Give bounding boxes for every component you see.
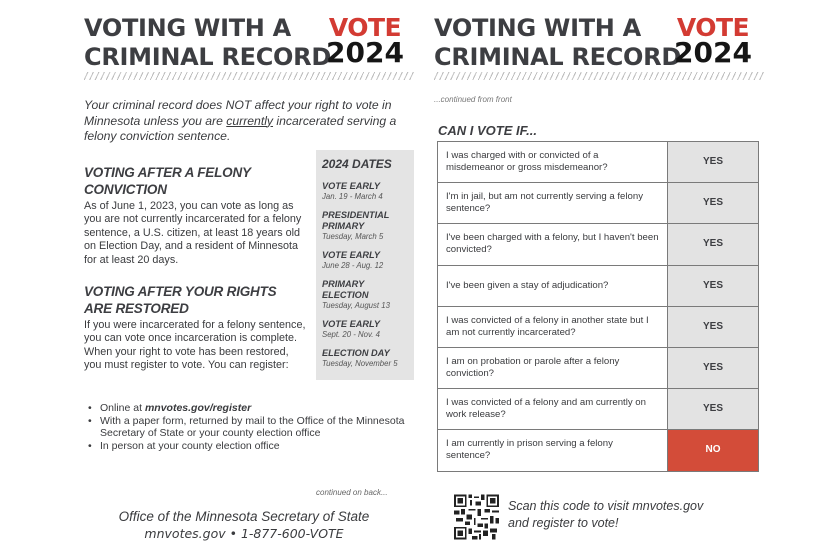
table-row: I am currently in prison serving a felon… — [437, 429, 759, 472]
vote-2024-logo: VOTE 2024 — [322, 14, 408, 70]
section-heading-restored: VOTING AFTER YOUR RIGHTS ARE RESTORED — [84, 283, 309, 317]
office-contact: mnvotes.gov • 1-877-600-VOTE — [144, 526, 344, 541]
date-label: PRESIDENTIAL PRIMARY — [322, 210, 390, 231]
table-row: I've been given a stay of adjudication? Y… — [437, 264, 759, 307]
intro-underlined: currently — [226, 113, 274, 128]
qr-code-icon[interactable] — [454, 494, 499, 540]
table-row: I was convicted of a felony in another s… — [437, 305, 759, 348]
section-body-restored: If you were incarcerated for a felony se… — [84, 319, 306, 372]
bullet-text: Online at — [100, 402, 145, 414]
date-value: Sept. 20 - Nov. 4 — [322, 330, 380, 339]
answer-cell: YES — [667, 346, 759, 390]
title-line-1: VOTING WITH A — [434, 14, 641, 42]
question-cell: I was convicted of a felony and am curre… — [437, 388, 668, 431]
heading-line: VOTING AFTER A FELONY — [84, 165, 251, 180]
scan-line-2: and register to vote! — [508, 516, 619, 530]
logo-year: 2024 — [326, 36, 404, 69]
date-item: VOTE EARLY Jan. 19 - March 4 — [322, 181, 408, 202]
date-value: Tuesday, November 5 — [322, 359, 398, 368]
heading-line: VOTING AFTER YOUR RIGHTS — [84, 284, 277, 299]
intro-before: Your criminal record does NOT affect you… — [84, 98, 392, 128]
office-name: Office of the Minnesota Secretary of Sta… — [118, 509, 370, 524]
date-label: VOTE EARLY — [322, 181, 381, 191]
date-value: Tuesday, August 13 — [322, 301, 390, 310]
date-label: PRIMARY ELECTION — [322, 279, 369, 300]
date-value: June 28 - Aug. 12 — [322, 261, 384, 270]
answer-cell: YES — [667, 305, 759, 348]
office-footer: Office of the Minnesota Secretary of Sta… — [104, 508, 384, 542]
date-label: ELECTION DAY — [322, 348, 390, 358]
intro-text: Your criminal record does NOT affect you… — [84, 98, 404, 145]
list-item: With a paper form, returned by mail to t… — [88, 415, 408, 440]
question-cell: I am on probation or parole after a felo… — [437, 346, 668, 390]
hatched-divider — [434, 72, 764, 80]
answer-cell: YES — [667, 264, 759, 307]
table-row: I've been charged with a felony, but I h… — [437, 223, 759, 266]
date-label: VOTE EARLY — [322, 250, 381, 260]
table-row: I am on probation or parole after a felo… — [437, 346, 759, 390]
page-title: VOTING WITH A CRIMINAL RECORD — [84, 14, 331, 72]
answer-cell: YES — [667, 182, 759, 225]
date-item: ELECTION DAY Tuesday, November 5 — [322, 348, 408, 369]
table-row: I'm in jail, but am not currently servin… — [437, 182, 759, 225]
logo-vote-word: VOTE — [676, 13, 750, 42]
title-line-1: VOTING WITH A — [84, 14, 291, 42]
question-cell: I was charged with or convicted of a mis… — [437, 140, 668, 184]
date-value: Tuesday, March 5 — [322, 232, 384, 241]
date-value: Jan. 19 - March 4 — [322, 192, 383, 201]
table-row: I was convicted of a felony and am curre… — [437, 388, 759, 431]
answer-cell-no: NO — [667, 429, 759, 472]
date-item: VOTE EARLY June 28 - Aug. 12 — [322, 250, 408, 271]
page-title: VOTING WITH A CRIMINAL RECORD — [434, 14, 681, 72]
dates-heading: 2024 DATES — [322, 157, 392, 171]
title-line-2: CRIMINAL RECORD — [84, 43, 331, 71]
date-item: VOTE EARLY Sept. 20 - Nov. 4 — [322, 319, 408, 340]
title-line-2: CRIMINAL RECORD — [434, 43, 681, 71]
continued-on-back: continued on back... — [316, 488, 388, 497]
intro-after: incarcerated serving a felony conviction… — [84, 113, 397, 144]
answer-cell: YES — [667, 388, 759, 431]
date-item: PRESIDENTIAL PRIMARY Tuesday, March 5 — [322, 210, 408, 242]
hatched-divider — [84, 72, 414, 80]
logo-year: 2024 — [674, 36, 752, 69]
date-item: PRIMARY ELECTION Tuesday, August 13 — [322, 279, 408, 311]
question-cell: I was convicted of a felony in another s… — [437, 305, 668, 348]
scan-line-1: Scan this code to visit mnvotes.gov — [508, 499, 704, 513]
answer-cell: YES — [667, 140, 759, 184]
heading-line: CONVICTION — [84, 182, 167, 197]
question-cell: I've been charged with a felony, but I h… — [437, 223, 668, 266]
date-label: VOTE EARLY — [322, 319, 381, 329]
bullet-text: In person at your county election office — [100, 439, 280, 452]
register-options-list: Online at mnvotes.gov/register With a pa… — [88, 402, 408, 452]
continued-from-front: ...continued from front — [434, 95, 512, 104]
scan-instructions: Scan this code to visit mnvotes.gov and … — [508, 498, 703, 532]
table-row: I was charged with or convicted of a mis… — [437, 140, 759, 184]
question-cell: I've been given a stay of adjudication? — [437, 264, 668, 307]
heading-line: ARE RESTORED — [84, 301, 189, 316]
register-link[interactable]: mnvotes.gov/register — [144, 402, 252, 414]
table-heading: CAN I VOTE IF... — [438, 123, 537, 138]
logo-vote-word: VOTE — [328, 13, 402, 42]
list-item: Online at mnvotes.gov/register — [88, 402, 408, 415]
list-item: In person at your county election office — [88, 440, 408, 453]
section-body-felony: As of June 1, 2023, you can vote as long… — [84, 200, 302, 266]
can-i-vote-table: I was charged with or convicted of a mis… — [437, 140, 759, 472]
section-heading-felony: VOTING AFTER A FELONY CONVICTION — [84, 164, 304, 198]
bullet-text: With a paper form, returned by mail to t… — [100, 414, 405, 440]
vote-2024-logo: VOTE 2024 — [670, 14, 756, 70]
question-cell: I am currently in prison serving a felon… — [437, 429, 668, 472]
answer-cell: YES — [667, 223, 759, 266]
dates-box: 2024 DATES VOTE EARLY Jan. 19 - March 4 P… — [316, 150, 414, 380]
question-cell: I'm in jail, but am not currently servin… — [437, 182, 668, 225]
